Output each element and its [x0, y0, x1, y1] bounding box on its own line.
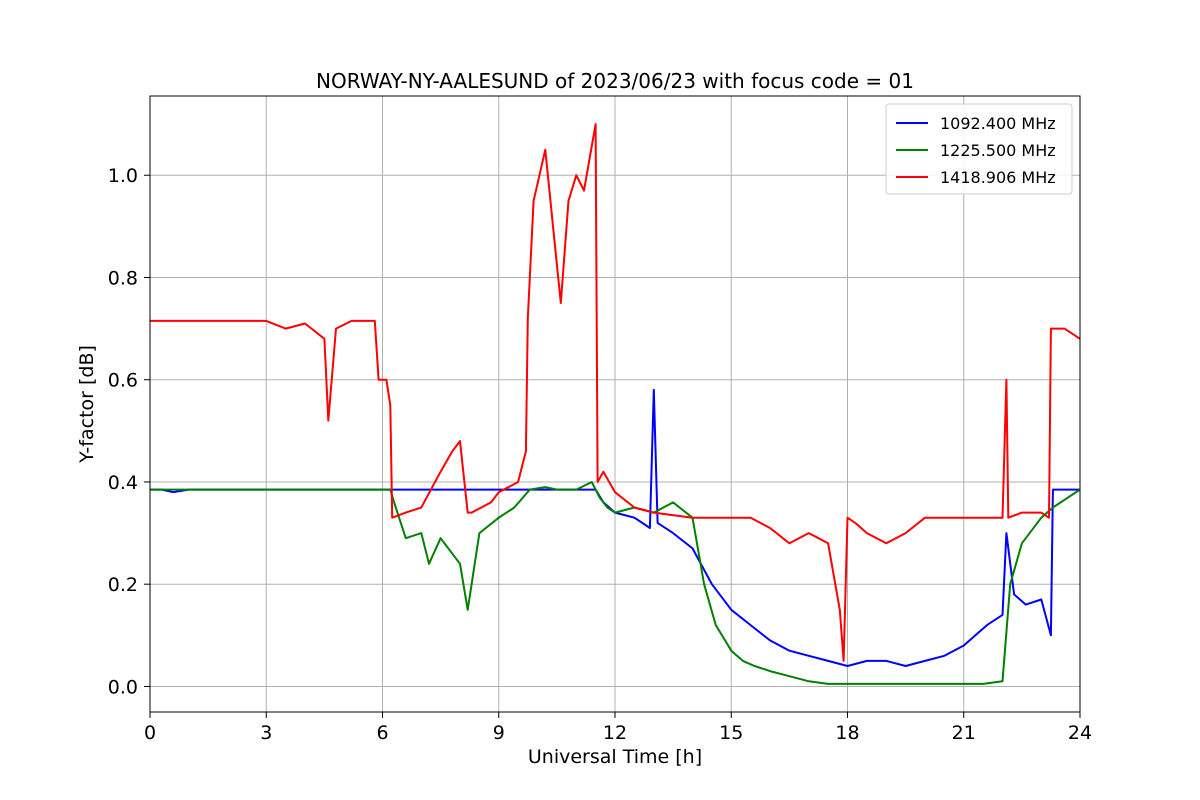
legend-box	[885, 103, 1073, 195]
x-tick-label: 21	[952, 722, 976, 744]
series-layer	[150, 123, 1081, 685]
series-line-2	[150, 481, 1081, 685]
x-tick-label: 15	[719, 722, 743, 744]
grid	[149, 96, 1081, 712]
x-tick-label: 6	[376, 722, 388, 744]
legend-label: 1225.500 MHz	[940, 141, 1056, 160]
legend-label: 1418.906 MHz	[940, 168, 1056, 187]
x-tick-label: 12	[603, 722, 627, 744]
y-tick-label: 0.4	[108, 472, 138, 494]
x-tick-label: 3	[260, 722, 272, 744]
y-tick-label: 0.6	[108, 370, 138, 392]
y-tick-label: 0.0	[108, 676, 138, 698]
x-tick-label: 0	[144, 722, 156, 744]
chart-title: NORWAY-NY-AALESUND of 2023/06/23 with fo…	[316, 69, 914, 93]
x-tick-label: 9	[493, 722, 505, 744]
y-axis: 0.0 0.2 0.4 0.6 0.8 1.0	[108, 165, 150, 698]
x-axis: 0 3 6 9 12 15 18 21 24	[144, 712, 1092, 744]
y-tick-label: 0.8	[108, 267, 138, 289]
x-tick-label: 24	[1068, 722, 1092, 744]
y-axis-label: Y-factor [dB]	[76, 345, 98, 464]
y-tick-label: 0.2	[108, 574, 138, 596]
legend-label: 1092.400 MHz	[940, 114, 1056, 133]
x-axis-label: Universal Time [h]	[528, 746, 702, 768]
x-tick-label: 18	[835, 722, 859, 744]
series-line-3	[150, 123, 1081, 662]
y-tick-label: 1.0	[108, 165, 138, 187]
legend: 1092.400 MHz 1225.500 MHz 1418.906 MHz	[885, 103, 1073, 195]
